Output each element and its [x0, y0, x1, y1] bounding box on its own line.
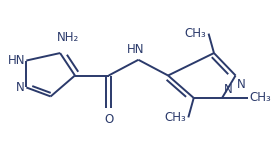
Text: NH₂: NH₂: [57, 31, 79, 44]
Text: N: N: [224, 83, 232, 96]
Text: HN: HN: [7, 54, 25, 67]
Text: CH₃: CH₃: [164, 111, 186, 124]
Text: O: O: [104, 113, 113, 126]
Text: N: N: [16, 81, 25, 94]
Text: N: N: [237, 78, 246, 91]
Text: HN: HN: [127, 43, 144, 56]
Text: CH₃: CH₃: [184, 27, 206, 40]
Text: CH₃: CH₃: [249, 92, 271, 104]
